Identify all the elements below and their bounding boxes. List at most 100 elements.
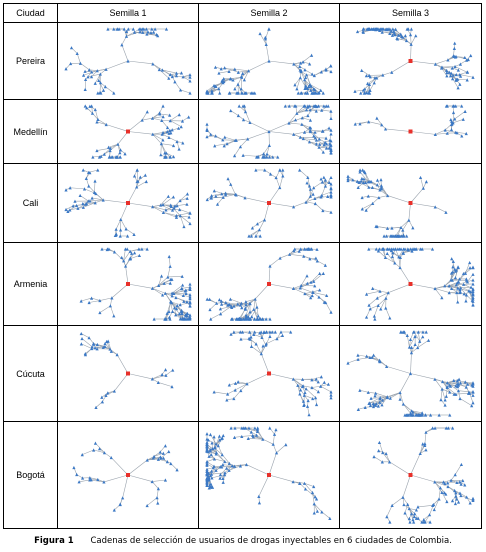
node (254, 155, 259, 159)
node (81, 73, 86, 77)
node (173, 80, 177, 84)
network-graph (83, 104, 191, 159)
node (322, 300, 326, 304)
edge (97, 119, 107, 125)
node (467, 288, 471, 293)
node (170, 385, 174, 389)
node (163, 317, 167, 321)
node (443, 403, 447, 407)
node (69, 46, 74, 50)
node (274, 451, 279, 455)
node (405, 234, 409, 238)
node (471, 497, 475, 501)
node (214, 450, 219, 455)
edge (459, 398, 472, 406)
node (219, 67, 223, 71)
network-cell (198, 99, 340, 164)
node (267, 27, 271, 31)
edge (170, 204, 178, 206)
node (145, 110, 149, 114)
edge (314, 194, 322, 199)
node (304, 108, 309, 112)
node (221, 195, 225, 199)
edge (403, 403, 412, 412)
node (452, 46, 456, 50)
node (408, 520, 412, 524)
node (373, 394, 377, 398)
node (278, 256, 282, 260)
node (307, 413, 311, 417)
node (363, 180, 368, 185)
node (320, 193, 324, 197)
node (180, 311, 184, 315)
node (407, 218, 411, 222)
node (445, 384, 449, 389)
node (78, 61, 83, 65)
node (295, 87, 299, 91)
node (253, 330, 257, 334)
node (243, 307, 248, 311)
node (168, 281, 172, 285)
seed-node (126, 129, 130, 134)
edge (152, 133, 164, 141)
edge (457, 78, 468, 81)
node (261, 155, 266, 159)
node (167, 254, 171, 259)
node (375, 183, 379, 187)
edge (289, 250, 300, 255)
node (329, 109, 333, 113)
node (384, 306, 388, 310)
node (380, 460, 384, 464)
edge (99, 305, 111, 313)
node (358, 388, 362, 392)
node (209, 194, 214, 198)
node (284, 442, 288, 447)
node (454, 72, 458, 77)
edge (257, 219, 265, 225)
network-graph (212, 330, 333, 417)
edge (130, 248, 142, 252)
edge (230, 184, 236, 195)
node (169, 461, 173, 466)
node (178, 214, 182, 218)
edge (362, 203, 373, 210)
node (374, 391, 378, 395)
edge (179, 215, 185, 227)
node (403, 247, 407, 251)
node (104, 122, 108, 127)
edge (158, 279, 171, 286)
node (64, 188, 68, 192)
node (313, 136, 317, 140)
node (398, 255, 402, 260)
node (295, 111, 299, 115)
node (364, 208, 368, 212)
edge (410, 474, 435, 483)
edge (434, 379, 443, 390)
edge (300, 275, 308, 286)
node (208, 432, 213, 437)
node (464, 131, 468, 136)
node (327, 146, 331, 150)
node (401, 402, 405, 406)
node (329, 195, 333, 199)
node (167, 449, 171, 454)
node (179, 71, 184, 75)
node (329, 147, 333, 151)
node (158, 111, 162, 115)
edge (91, 68, 107, 73)
node (208, 485, 213, 489)
node (239, 74, 244, 78)
network-graph (353, 27, 475, 95)
edge (110, 305, 115, 316)
node (122, 27, 126, 31)
node (448, 390, 452, 394)
node (240, 91, 244, 95)
edge (226, 398, 234, 401)
node (291, 205, 296, 209)
node (188, 304, 192, 308)
edge (268, 452, 277, 476)
node (118, 155, 122, 159)
edge (93, 449, 105, 453)
node (144, 27, 148, 31)
node (255, 429, 260, 434)
